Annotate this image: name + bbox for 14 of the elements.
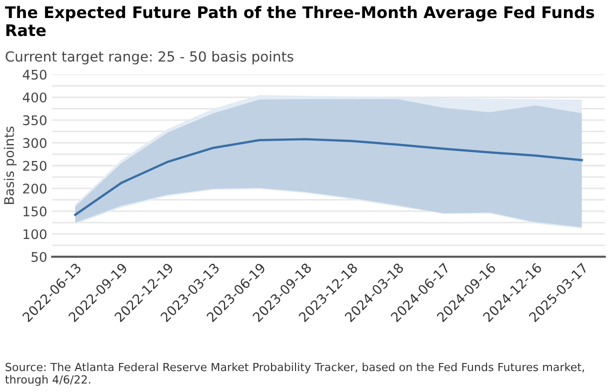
line-series [74,138,583,216]
y-tick-label: 300 [23,138,46,148]
y-tick-label: 50 [32,252,46,262]
y-tick-label: 400 [22,92,46,102]
y-tick-label: 350 [23,115,46,126]
chart-subtitle: Current target range: 25 - 50 basis points [6,50,294,64]
chart-title: The Expected Future Path of the Three-Month Average Fed Funds Rate [4,6,594,36]
source-note: Source: The Atlanta Federal Reserve Market Probability Tracker, based on the Fed Funds Futures market, through 4/6/22. [5,362,584,386]
y-axis-title: Basis points [4,126,17,204]
y-tick-label: 150 [24,206,46,216]
y-tick-label: 450 [22,70,46,80]
y-tick-label: 250 [23,160,46,171]
y-tick-label: 200 [23,184,46,194]
y-tick-label: 100 [24,229,46,240]
